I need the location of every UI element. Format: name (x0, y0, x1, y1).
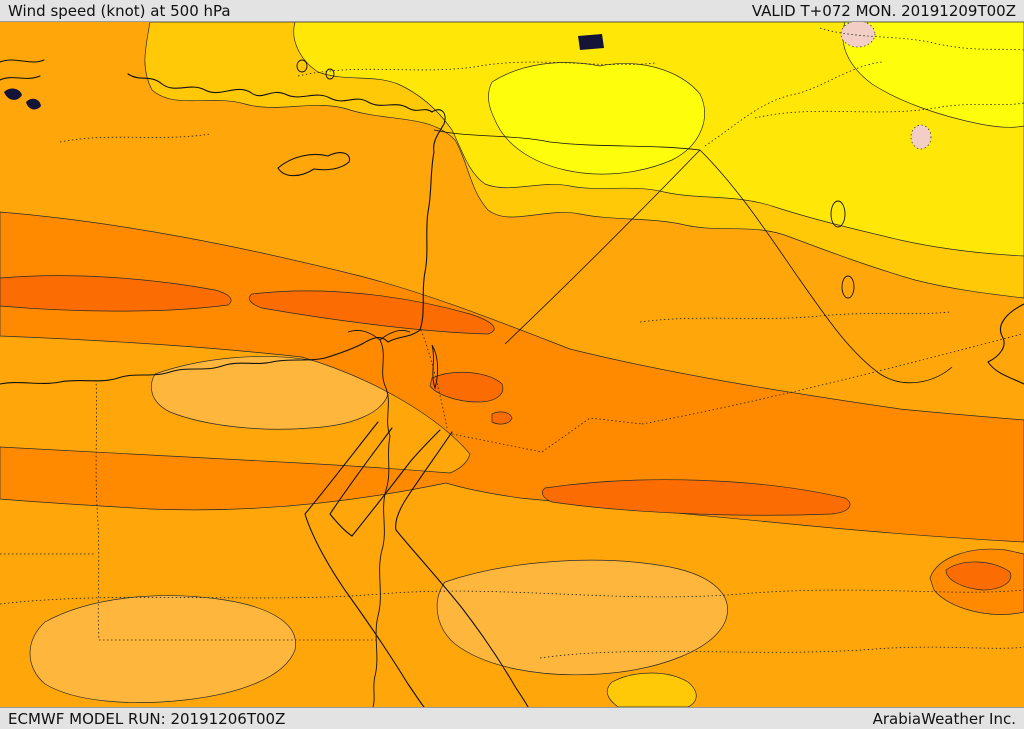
marmara-lake-blob (4, 88, 22, 100)
contour-red-core-left (0, 275, 232, 312)
lake-van (578, 34, 604, 50)
contour-red-core-levant (248, 290, 495, 335)
contour-yellow-orange-bottom-patch (606, 672, 697, 707)
model-run-label: ECMWF MODEL RUN: 20191206T00Z (8, 709, 286, 728)
nile-delta-branch-west (347, 329, 381, 341)
persian-gulf-coastline (987, 303, 1024, 385)
footer-bar: ECMWF MODEL RUN: 20191206T00Z ArabiaWeat… (0, 707, 1024, 729)
contour-bright-yellow-central (488, 62, 705, 175)
jordan-saudi-border (451, 417, 643, 453)
valid-time-label: VALID T+072 MON. 20191209T00Z (751, 1, 1016, 20)
map-area (0, 22, 1024, 707)
black-sea-coastline (0, 59, 45, 81)
contour-red-core-bottom-right (945, 561, 1012, 591)
contour-light-orange-nw-egypt (151, 356, 389, 430)
caucasus-border (819, 27, 1024, 51)
map-title: Wind speed (knot) at 500 hPa (8, 1, 231, 20)
contour-red-core-small (491, 411, 513, 425)
lake-east-2 (841, 275, 855, 299)
red-sea-east-shore (395, 431, 529, 707)
contour-red-core-sinai (429, 372, 504, 403)
dead-sea (431, 344, 439, 390)
intermediate-contours (0, 61, 1024, 659)
anatolia-lake-2 (325, 68, 335, 80)
lake-urmia (830, 200, 846, 228)
israel-egypt-border (420, 329, 448, 429)
mediterranean-coastline (0, 73, 446, 385)
gulf-of-aqaba-west-shore (351, 429, 441, 537)
solid-borders (433, 129, 953, 384)
header-bar: Wind speed (knot) at 500 hPa VALID T+072… (0, 0, 1024, 22)
lakes (4, 34, 855, 390)
gulf-of-suez-west-shore (304, 421, 425, 707)
gulf-of-suez-east-shore (329, 427, 393, 537)
iraq-saudi-border (641, 333, 1023, 425)
anatolia-lake-1 (296, 59, 308, 73)
turkey-syria-border (433, 129, 701, 151)
coastlines (0, 59, 1024, 707)
contour-pink-blob-top (840, 22, 876, 48)
small-lake-blob (26, 98, 41, 110)
turkey-iran-border (704, 61, 883, 147)
cyprus-coastline (277, 152, 351, 177)
contour-pink-blob-right (910, 124, 932, 150)
nile-delta-branch-east (379, 329, 411, 341)
dotted-borders (0, 27, 1024, 641)
contour-red-core-east (542, 479, 851, 516)
nile-river (372, 339, 391, 707)
iraq-iran-border (699, 149, 953, 384)
provider-label: ArabiaWeather Inc. (872, 709, 1016, 728)
rivers (347, 329, 411, 707)
contour-light-orange-bottom-left (29, 595, 296, 703)
wind-speed-contour-map (0, 22, 1024, 707)
contour-light-orange-bottom-center (436, 559, 728, 676)
syria-iraq-border (504, 149, 701, 345)
